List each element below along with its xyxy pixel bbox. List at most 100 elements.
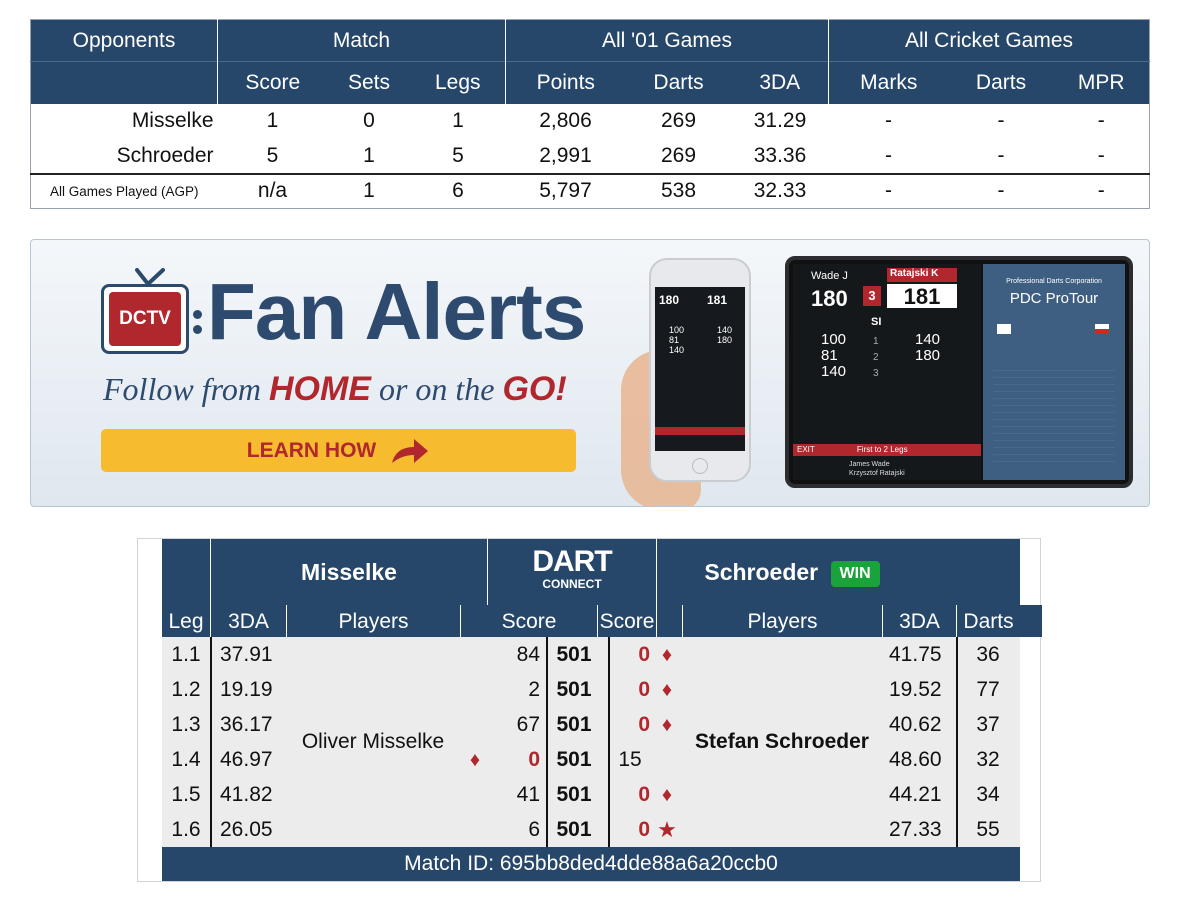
tablet-footer-text: First to 2 Legs bbox=[856, 445, 908, 454]
score-cell: 5 bbox=[266, 143, 279, 167]
score-cell: 1 bbox=[266, 109, 279, 132]
right-score: 0 bbox=[638, 643, 650, 666]
tablet-p1-score: 180 bbox=[811, 286, 848, 311]
legs-cell: 5 bbox=[452, 143, 464, 167]
tablet-p2-score: 181 bbox=[887, 284, 957, 309]
phone-left-scores: 100 81 140 bbox=[669, 325, 684, 355]
leg-row: 1.6 26.05 6 501 0 27.33 55 ★ bbox=[162, 812, 1020, 847]
start-score: 501 bbox=[556, 713, 592, 736]
phone-line: 180 bbox=[717, 335, 733, 345]
left-score: 0 bbox=[528, 748, 540, 771]
mpr-cell: - bbox=[1097, 143, 1105, 167]
points-cell: 5,797 bbox=[505, 172, 626, 209]
scorecard-header: Misselke DART CONNECT Schroeder WIN bbox=[162, 539, 1020, 605]
tv-icon: DCTV bbox=[101, 284, 189, 354]
marks-cell: - bbox=[885, 143, 892, 167]
phone-screen: 180 181 100 81 140 140 180 bbox=[655, 287, 745, 451]
points-col: Points bbox=[505, 61, 626, 104]
tablet-event: PDC ProTour bbox=[1009, 290, 1099, 307]
leg-number: 1.2 bbox=[171, 678, 201, 701]
tablet-scoreboard: Wade J 180 3 Ratajski K 181 SI 100 81 14… bbox=[793, 264, 981, 480]
left-3da: 26.05 bbox=[220, 818, 273, 841]
left-3da: 36.17 bbox=[220, 713, 273, 736]
fan-alerts-banner[interactable]: DCTV Fan Alerts Follow from HOME or on t… bbox=[30, 239, 1150, 507]
diamond-icon: ♦ bbox=[661, 644, 673, 666]
divider bbox=[546, 637, 548, 847]
leg-row: 1.2 19.19 2 501 0 19.52 77 ♦ bbox=[162, 672, 1020, 707]
diamond-icon: ♦ bbox=[661, 679, 673, 701]
darts-cell: 269 bbox=[660, 109, 697, 132]
divider bbox=[956, 637, 958, 847]
leg-number: 1.3 bbox=[171, 713, 201, 736]
diamond-icon: ♦ bbox=[661, 784, 673, 806]
darts-col: Darts bbox=[956, 605, 1020, 637]
darts-count: 37 bbox=[976, 713, 1000, 736]
leg-number: 1.6 bbox=[171, 818, 201, 841]
right-player-name: Schroeder bbox=[704, 559, 819, 585]
darts-cell: 538 bbox=[625, 172, 732, 209]
tablet-line: 81 bbox=[821, 347, 838, 364]
learn-how-button[interactable]: LEARN HOW bbox=[101, 429, 576, 472]
scorecard-column-headers: Leg 3DA Players Score Score Players 3DA … bbox=[162, 605, 1042, 637]
tablet-stats-lines bbox=[993, 364, 1115, 464]
agp-label: All Games Played (AGP) bbox=[30, 172, 218, 209]
cricket-darts-cell: - bbox=[997, 143, 1005, 167]
sets-cell: 1 bbox=[327, 172, 411, 209]
leg-number: 1.4 bbox=[171, 748, 201, 771]
learn-how-label: LEARN HOW bbox=[246, 438, 377, 462]
phone-footer-bar bbox=[655, 427, 745, 435]
tablet-line: 140 bbox=[821, 363, 847, 380]
mark-col bbox=[656, 605, 682, 637]
match-summary-table: Opponents Match All '01 Games All Cricke… bbox=[30, 19, 1150, 209]
score-col: Score bbox=[217, 61, 328, 104]
right-score: 15 bbox=[618, 748, 642, 771]
left-score: 67 bbox=[516, 713, 540, 736]
left-score: 6 bbox=[528, 818, 540, 841]
logo-dart: DART bbox=[532, 545, 612, 578]
sets-cell: 0 bbox=[363, 109, 375, 132]
right-score: 0 bbox=[638, 783, 650, 806]
all01-header: All '01 Games bbox=[505, 19, 829, 62]
right-3da: 48.60 bbox=[889, 748, 942, 771]
phone-line: 140 bbox=[717, 325, 733, 335]
legs-cell: 1 bbox=[452, 109, 464, 132]
right-3da: 27.33 bbox=[889, 818, 942, 841]
leg-number: 1.5 bbox=[171, 783, 201, 806]
right-score: 0 bbox=[638, 818, 650, 841]
darts-count: 32 bbox=[976, 748, 1000, 771]
match-header: Match bbox=[217, 19, 506, 62]
right-3da: 41.75 bbox=[889, 643, 942, 666]
banner-title: Fan Alerts bbox=[207, 267, 586, 356]
left-3da: 46.97 bbox=[220, 748, 273, 771]
table-row-agp: All Games Played (AGP) n/a 1 6 5,797 538… bbox=[30, 172, 1150, 209]
right-score: 0 bbox=[638, 713, 650, 736]
legs-cell: 6 bbox=[410, 172, 506, 209]
dctv-logo: DCTV bbox=[101, 268, 202, 358]
sets-cell: 1 bbox=[363, 143, 375, 167]
right-player-header: Schroeder WIN bbox=[657, 539, 927, 605]
phone-line: 140 bbox=[669, 345, 685, 355]
marks-cell: - bbox=[885, 109, 892, 132]
left-3da-col: 3DA bbox=[210, 605, 286, 637]
left-player-full: Oliver Misselke bbox=[301, 730, 445, 753]
tda-cell: 31.29 bbox=[753, 109, 807, 132]
right-score-col: Score bbox=[597, 605, 656, 637]
tablet-player-b: Krzysztof Ratajski bbox=[849, 470, 905, 477]
leg-row: 1.4 46.97 0 501 15 48.60 32 ♦ bbox=[162, 742, 1020, 777]
cricket-darts-cell: - bbox=[948, 172, 1054, 209]
column-header-row: Score Sets Legs Points Darts 3DA Marks D… bbox=[30, 61, 1150, 104]
darts-count: 36 bbox=[976, 643, 1000, 666]
start-score: 501 bbox=[556, 643, 592, 666]
match-scorecard: Misselke DART CONNECT Schroeder WIN Leg … bbox=[137, 538, 1042, 882]
phone-p2-score: 181 bbox=[707, 293, 728, 307]
dartconnect-logo: DART CONNECT bbox=[487, 539, 657, 605]
right-players-col: Players bbox=[682, 605, 882, 637]
right-3da: 40.62 bbox=[889, 713, 942, 736]
leg-number: 1.1 bbox=[171, 643, 201, 666]
tablet-exit: EXIT bbox=[797, 445, 815, 454]
scorecard-body: Oliver Misselke Stefan Schroeder 1.1 37.9… bbox=[162, 637, 1020, 847]
mpr-cell: - bbox=[1053, 172, 1150, 209]
tablet-p2-name: Ratajski K bbox=[887, 268, 957, 282]
tablet-event-panel: Professional Darts Corporation PDC ProTo… bbox=[983, 264, 1125, 480]
opponent-name: Schroeder bbox=[116, 143, 214, 167]
